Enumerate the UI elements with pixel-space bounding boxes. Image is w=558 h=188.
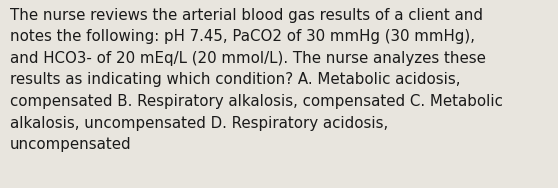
Text: The nurse reviews the arterial blood gas results of a client and
notes the follo: The nurse reviews the arterial blood gas… [10,8,503,152]
